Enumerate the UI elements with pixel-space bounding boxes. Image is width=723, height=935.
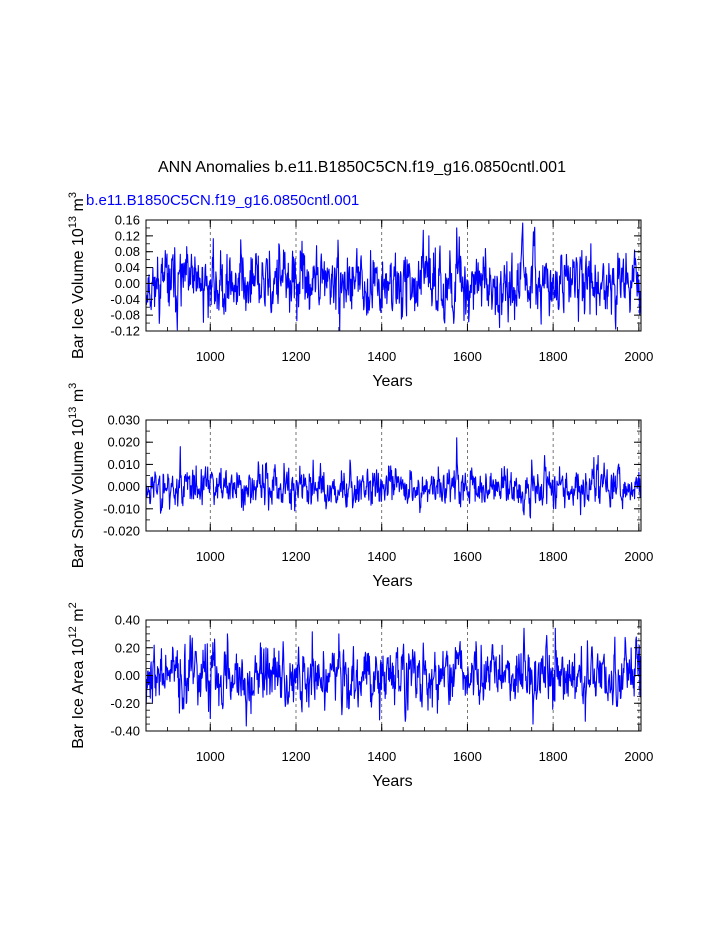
series-line [145, 222, 642, 332]
ytick-label: 0.000 [107, 479, 140, 494]
ytick-label: 0.12 [115, 228, 140, 243]
ytick-label: -0.04 [110, 292, 140, 307]
xtick-label: 1400 [367, 749, 396, 764]
x-axis-label: Years [372, 373, 412, 390]
panel-ice-volume: -0.12-0.08-0.040.000.040.080.120.16 1000 1… [67, 192, 653, 390]
xtick-label: 1600 [453, 749, 482, 764]
xtick-label: 1800 [539, 549, 568, 564]
xtick-label: 1400 [367, 349, 396, 364]
ytick-label: -0.12 [110, 324, 140, 339]
xtick-label: 1200 [282, 549, 311, 564]
ytick-label: 0.030 [107, 413, 140, 428]
xtick-label: 1800 [539, 349, 568, 364]
series-line [145, 437, 642, 519]
xtick-label: 2000 [624, 349, 653, 364]
ytick-label: 0.16 [115, 213, 140, 228]
ytick-label: -0.020 [103, 524, 140, 539]
ytick-label: -0.08 [110, 308, 140, 323]
y-axis-label: Bar Ice Area 1012 m2 [67, 602, 87, 748]
x-axis-label: Years [372, 773, 412, 790]
xtick-label: 2000 [624, 549, 653, 564]
ytick-label: 0.20 [115, 640, 140, 655]
series-legend-label: b.e11.B1850C5CN.f19_g16.0850cntl.001 [86, 192, 359, 209]
panel-ice-area: -0.40 -0.20 0.00 0.20 0.40 1000 1200 1400 1600 18… [67, 602, 653, 790]
ytick-label: 0.40 [115, 613, 140, 628]
xtick-label: 1000 [196, 749, 225, 764]
series-line [145, 627, 642, 727]
ytick-label: 0.08 [115, 244, 140, 259]
xtick-label: 1200 [282, 349, 311, 364]
ytick-label: -0.40 [110, 724, 140, 739]
x-axis-label: Years [372, 573, 412, 590]
y-axis-label: Bar Ice Volume 1013 m3 [67, 192, 87, 359]
xtick-label: 1400 [367, 549, 396, 564]
figure-title: ANN Anomalies b.e11.B1850C5CN.f19_g16.08… [158, 159, 566, 176]
xtick-label: 1000 [196, 349, 225, 364]
panel-snow-volume: -0.020 -0.010 0.000 0.010 0.020 0.030 1000 1200… [67, 383, 653, 590]
ytick-label: -0.20 [110, 696, 140, 711]
ytick-label: -0.010 [103, 501, 140, 516]
ytick-label: 0.00 [115, 276, 140, 291]
xtick-label: 1800 [539, 749, 568, 764]
ytick-label: 0.020 [107, 435, 140, 450]
y-axis-label: Bar Snow Volume 1013 m3 [67, 383, 87, 569]
xtick-label: 2000 [624, 749, 653, 764]
xtick-label: 1000 [196, 549, 225, 564]
ytick-label: 0.010 [107, 457, 140, 472]
xtick-label: 1200 [282, 749, 311, 764]
ytick-label: 0.00 [115, 668, 140, 683]
xtick-label: 1600 [453, 349, 482, 364]
ytick-label: 0.04 [115, 260, 140, 275]
xtick-label: 1600 [453, 549, 482, 564]
